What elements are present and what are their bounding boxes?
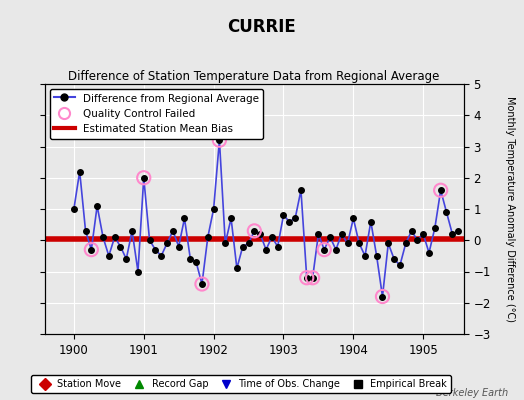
Point [436,187,445,194]
Point [87,246,95,253]
Point [378,293,387,300]
Legend: Difference from Regional Average, Quality Control Failed, Estimated Station Mean: Difference from Regional Average, Qualit… [50,89,263,139]
Text: Berkeley Earth: Berkeley Earth [436,388,508,398]
Point [250,228,258,234]
Y-axis label: Monthly Temperature Anomaly Difference (°C): Monthly Temperature Anomaly Difference (… [505,96,515,322]
Point [198,281,206,287]
Text: CURRIE: CURRIE [227,18,297,36]
Point [320,246,329,253]
Point [309,274,317,281]
Point [139,174,148,181]
Point [215,137,224,144]
Title: Difference of Station Temperature Data from Regional Average: Difference of Station Temperature Data f… [69,70,440,83]
Legend: Station Move, Record Gap, Time of Obs. Change, Empirical Break: Station Move, Record Gap, Time of Obs. C… [31,375,451,393]
Point [302,274,311,281]
